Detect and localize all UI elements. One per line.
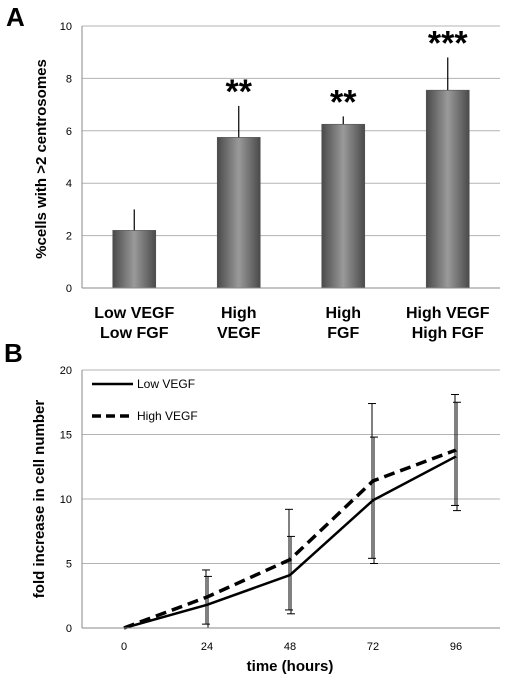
a-significance-label: *** — [428, 24, 468, 62]
a-category-label: High VEGF — [406, 305, 490, 322]
line-chart: 0 5 10 15 20 0 24 48 72 96 Low VEGF High VEGF tim… — [31, 365, 500, 675]
a-category-label: FGF — [327, 325, 359, 342]
b-series-lines — [123, 448, 457, 630]
a-bar — [425, 89, 470, 289]
b-y-tick-label: 20 — [60, 365, 72, 377]
b-series-line — [123, 455, 457, 630]
a-y-tick-label: 4 — [66, 178, 72, 190]
a-bars — [112, 89, 470, 289]
a-category-label: Low FGF — [100, 325, 169, 342]
b-x-tick-label: 0 — [121, 641, 127, 653]
a-y-axis-title: %cells with >2 centrosomes — [33, 59, 50, 259]
a-y-tick-label: 2 — [66, 231, 72, 243]
b-x-tick-label: 96 — [450, 641, 462, 653]
b-legend: Low VEGF High VEGF — [92, 377, 198, 423]
a-bar — [321, 123, 366, 289]
b-series-line — [123, 448, 457, 630]
a-error-bars — [133, 57, 449, 231]
a-bar — [112, 230, 157, 289]
a-category-labels: Low VEGF Low FGF High VEGF High FGF High VEGF H… — [94, 305, 490, 342]
a-y-tick-label: 6 — [66, 126, 72, 138]
b-y-tick-label: 5 — [66, 559, 72, 571]
a-category-label: High — [221, 305, 257, 322]
a-category-label: VEGF — [217, 325, 261, 342]
a-significance-label: ** — [330, 83, 357, 121]
b-x-tick-label: 48 — [284, 641, 296, 653]
a-y-tick-labels: 0 2 4 6 8 10 — [60, 21, 72, 295]
a-category-label: Low VEGF — [94, 305, 174, 322]
b-error-bars — [202, 394, 461, 629]
a-y-tick-label: 0 — [66, 283, 72, 295]
a-category-label: High — [325, 305, 361, 322]
a-significance-labels: ** ***** — [226, 24, 469, 121]
a-bar — [216, 137, 261, 289]
b-y-tick-label: 0 — [66, 623, 72, 635]
b-x-tick-label: 72 — [367, 641, 379, 653]
b-legend-label: Low VEGF — [137, 377, 195, 391]
b-y-tick-label: 10 — [60, 494, 72, 506]
a-significance-label: ** — [226, 73, 253, 111]
b-y-tick-label: 15 — [60, 430, 72, 442]
panel-a-label: A — [6, 2, 25, 32]
a-category-label: High FGF — [412, 325, 484, 342]
panel-b-label: B — [4, 338, 23, 368]
b-y-axis-title: fold increase in cell number — [31, 400, 48, 599]
b-x-axis-title: time (hours) — [247, 658, 334, 675]
b-y-tick-labels: 0 5 10 15 20 — [60, 365, 72, 635]
b-x-tick-labels: 0 24 48 72 96 — [121, 641, 462, 653]
b-x-tick-label: 24 — [201, 641, 213, 653]
a-y-tick-label: 8 — [66, 73, 72, 85]
a-y-tick-label: 10 — [60, 21, 72, 33]
b-legend-label: High VEGF — [137, 409, 198, 423]
